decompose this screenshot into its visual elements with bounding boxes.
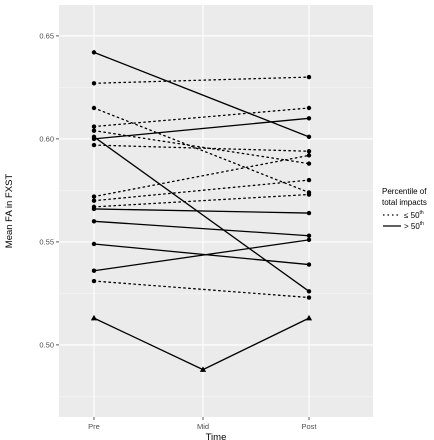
series-layer xyxy=(90,50,313,372)
legend-label-below-50-main: ≤ 50 xyxy=(404,211,420,220)
series-16-point-0 xyxy=(91,278,97,284)
legend-label-below-50-sup: th xyxy=(420,210,424,216)
series-4-point-1 xyxy=(306,233,312,238)
y-tick-label-2: 0.60 xyxy=(39,135,54,144)
series-0-point-1 xyxy=(306,134,312,140)
series-3-point-1 xyxy=(306,210,312,216)
series-8-point-1 xyxy=(306,74,312,80)
series-15-point-1 xyxy=(306,192,312,197)
series-16-point-1 xyxy=(306,295,312,300)
series-line-4 xyxy=(93,220,310,237)
legend-label-above-50-main: > 50 xyxy=(404,222,420,231)
series-12-point-0 xyxy=(91,142,97,148)
y-axis-ticks: 0.50 0.55 0.60 0.65 xyxy=(39,32,59,350)
series-line-0 xyxy=(93,51,310,138)
y-tick-label-3: 0.65 xyxy=(39,32,54,41)
legend: Percentile of total impacts ≤ 50th > 50t… xyxy=(382,187,427,231)
series-13-point-0 xyxy=(91,194,97,199)
series-1-point-1 xyxy=(306,116,312,121)
legend-label-above-50: > 50th xyxy=(404,221,424,231)
y-axis-title: Mean FA in FXST xyxy=(4,174,15,249)
series-line-11 xyxy=(93,130,310,165)
x-axis-ticks: Pre Mid Post xyxy=(88,417,317,431)
series-line-15 xyxy=(93,193,310,208)
series-7-point-0 xyxy=(90,314,98,321)
series-line-3 xyxy=(93,208,310,214)
series-9-point-0 xyxy=(91,105,97,111)
series-line-5 xyxy=(93,243,310,266)
y-tick-label-0: 0.50 xyxy=(39,341,54,350)
x-axis-title: Time xyxy=(206,432,227,440)
series-line-1 xyxy=(93,117,310,140)
series-6-point-0 xyxy=(91,268,97,273)
series-4-point-0 xyxy=(91,219,97,224)
series-line-14 xyxy=(93,179,310,202)
x-tick-label-pre: Pre xyxy=(88,422,100,431)
series-line-6 xyxy=(93,239,310,272)
legend-title-line-1: Percentile of xyxy=(382,187,427,196)
series-7-point-2 xyxy=(305,314,313,321)
series-14-point-1 xyxy=(306,177,312,183)
series-0-point-0 xyxy=(91,50,97,55)
series-14-point-0 xyxy=(91,198,97,203)
series-2-point-0 xyxy=(91,134,97,140)
series-6-point-1 xyxy=(306,237,312,243)
legend-label-above-50-sup: th xyxy=(420,221,424,227)
series-10-point-0 xyxy=(91,124,97,129)
series-line-8 xyxy=(93,76,310,84)
series-13-point-1 xyxy=(306,153,312,158)
series-12-point-1 xyxy=(306,149,312,154)
series-11-point-1 xyxy=(306,161,312,166)
series-line-13 xyxy=(93,154,310,198)
series-11-point-0 xyxy=(91,128,97,133)
legend-label-below-50: ≤ 50th xyxy=(404,210,424,220)
series-line-12 xyxy=(93,144,310,152)
series-line-16 xyxy=(93,280,310,299)
series-2-point-1 xyxy=(306,289,312,294)
series-5-point-0 xyxy=(91,241,97,247)
series-line-10 xyxy=(93,107,310,128)
x-tick-label-post: Post xyxy=(301,422,317,431)
y-tick-label-1: 0.55 xyxy=(39,238,54,247)
legend-title-line-2: total impacts xyxy=(382,198,427,207)
series-7-point-1 xyxy=(199,366,207,372)
series-5-point-1 xyxy=(306,262,312,267)
series-line-9 xyxy=(93,107,310,194)
series-15-point-0 xyxy=(91,204,97,210)
series-8-point-0 xyxy=(91,81,97,86)
x-tick-label-mid: Mid xyxy=(197,422,209,431)
series-line-2 xyxy=(93,136,310,292)
series-10-point-1 xyxy=(306,105,312,111)
